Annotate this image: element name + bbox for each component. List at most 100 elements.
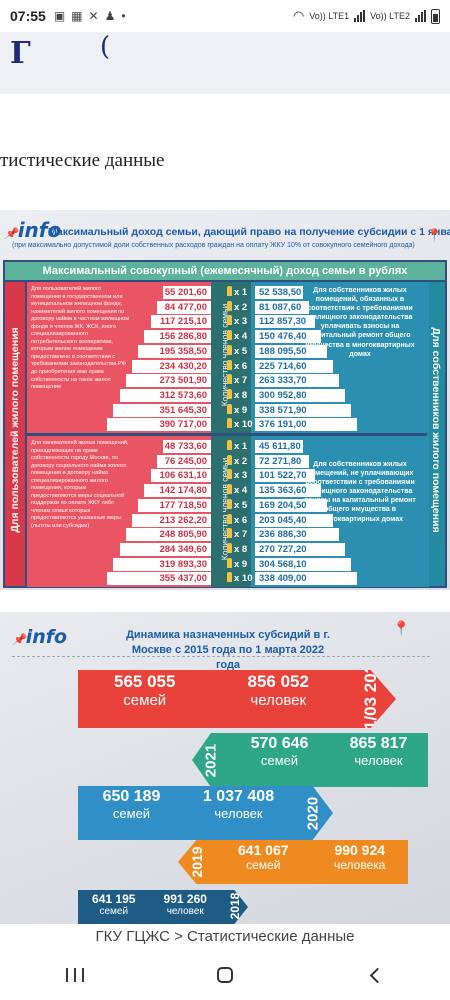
right-income-value: 81 087,60: [255, 300, 309, 314]
people-count-unit: человек: [214, 806, 263, 821]
recent-apps-button[interactable]: [45, 955, 105, 995]
left-income-value: 48 733,60: [163, 440, 211, 453]
family-count: x 3: [227, 469, 253, 483]
gallery-notification-icon: ▦: [71, 9, 83, 23]
families-count-unit: семей: [246, 858, 281, 872]
family-count: x 4: [227, 484, 253, 498]
person-icon: [227, 300, 232, 311]
families-count-unit: семей: [123, 692, 167, 709]
family-count: x 2: [227, 454, 253, 469]
pushpin-icon: 📍: [427, 228, 442, 242]
family-count-text: x 8: [234, 389, 248, 401]
person-icon: [227, 330, 232, 341]
family-count-text: x 3: [234, 316, 248, 328]
family-count-text: x 7: [234, 529, 248, 541]
home-button[interactable]: [195, 955, 255, 995]
right-income-value: 112 857,30: [255, 315, 315, 329]
people-count: 865 817 человек: [329, 735, 428, 768]
income-infographic[interactable]: 📌info Максимальный доход семьи, дающий п…: [0, 210, 450, 590]
year-label: 1/03 2022: [360, 654, 380, 730]
person-icon: [227, 440, 232, 450]
families-count: 650 189 семей: [78, 788, 185, 821]
left-income-value: 84 477,00: [156, 300, 211, 314]
subsidy-dynamics-infographic[interactable]: 📌info Динамика назначенных субсидий в г.…: [0, 612, 450, 924]
family-count-text: x 4: [234, 485, 248, 497]
block2-right-description: Для собственников жилых помещений, не уп…: [304, 461, 416, 523]
right-income-value: 135 363,60: [255, 484, 321, 498]
left-income-value: 234 430,20: [132, 359, 211, 373]
section-title: тистические данные: [0, 150, 165, 171]
person-icon: [227, 454, 232, 465]
family-count-text: x 3: [234, 470, 248, 482]
family-count-text: x 8: [234, 543, 248, 555]
families-count-unit: семей: [99, 906, 129, 917]
right-income-value: 203 045,40: [255, 513, 333, 527]
pin-icon: 📌: [4, 227, 18, 240]
person-icon: [227, 286, 232, 296]
left-income-value: 284 349,60: [119, 542, 211, 556]
person-icon: [227, 403, 232, 414]
network-label-2: Vo)) LTE2: [370, 11, 410, 21]
year-label: 2020: [304, 796, 321, 831]
family-count: x 8: [227, 388, 253, 403]
close-notification-icon: ✕: [88, 9, 99, 23]
income-table-title: Максимальный совокупный (ежемесячный) до…: [5, 262, 445, 280]
family-count: x 4: [227, 330, 253, 344]
person-icon: [227, 528, 232, 539]
signal-icon-2: [415, 10, 426, 22]
person-icon: [227, 359, 232, 370]
left-income-value: 142 174,80: [144, 484, 211, 498]
family-count: x 9: [227, 403, 253, 418]
left-income-value: 213 262,20: [132, 513, 211, 527]
block2-left-description: Для нанимателей жилых помещений, принадл…: [31, 440, 129, 530]
signal-icon-1: [354, 10, 366, 22]
family-count: x 10: [227, 418, 253, 432]
battery-icon: [431, 8, 440, 24]
left-income-value: 177 718,50: [138, 498, 211, 512]
people-count-unit: человек: [166, 906, 204, 917]
block1-left-description: Для пользователей жилого помещения в гос…: [31, 286, 130, 391]
left-income-value: 312 573,60: [119, 388, 211, 402]
families-count: 641 195 семей: [78, 892, 150, 917]
family-count: x 10: [227, 572, 253, 586]
right-income-value: 304 568,10: [255, 557, 351, 571]
infographic-title: Максимальный доход семьи, дающий право н…: [48, 226, 450, 238]
family-count: x 7: [227, 528, 253, 542]
subsidy-band-5: 641 195 семей 991 260 человек 2018: [78, 890, 248, 924]
families-count-number: 650 189: [102, 788, 161, 805]
subsidy-band-4: 641 067 семей 990 924 человека 2019: [178, 840, 408, 884]
android-nav-bar: [0, 950, 450, 1000]
family-count-text: x 2: [234, 301, 248, 313]
family-count: x 7: [227, 374, 253, 388]
owners-side-band: Для собственников жилого помещения: [427, 282, 445, 586]
dot-notification-icon: •: [121, 9, 126, 23]
person-icon: [227, 469, 232, 480]
right-income-value: 188 095,50: [255, 344, 327, 358]
people-count-number: 865 817: [349, 735, 408, 752]
people-count-unit: человек: [250, 692, 307, 709]
family-count-text: x 9: [234, 404, 248, 416]
family-count-text: x 6: [234, 360, 248, 372]
back-button[interactable]: [345, 955, 405, 995]
families-count-number: 570 646: [250, 735, 309, 752]
left-income-value: 55 201,60: [163, 286, 211, 299]
left-income-value: 106 631,10: [150, 469, 211, 483]
income-block-2: Количество членов семьи Для нанимателей …: [27, 436, 429, 587]
left-income-value: 355 437,00: [107, 572, 211, 586]
right-income-value: 52 538,50: [255, 286, 303, 299]
year-label: 2019: [188, 846, 205, 878]
year-label: 2021: [202, 743, 220, 778]
left-income-value: 248 805,90: [125, 528, 211, 542]
right-income-value: 101 522,70: [255, 469, 315, 483]
status-bar: 07:55 ▣ ▦ ✕ ♟ • ◠ Vo)) LTE1 Vo)) LTE2: [0, 0, 450, 32]
breadcrumb-footer[interactable]: ГКУ ГЦЖС > Статистические данные: [0, 926, 450, 950]
site-logo-fragment-2: (: [100, 32, 111, 62]
right-income-value: 270 727,20: [255, 542, 345, 556]
people-count: 990 924 человека: [312, 842, 409, 872]
family-count: x 1: [227, 440, 253, 454]
person-icon: [227, 513, 232, 524]
users-side-label: Для пользователей жилого помещения: [9, 327, 21, 533]
family-count: x 6: [227, 359, 253, 374]
left-income-value: 319 893,30: [113, 557, 211, 571]
subsidy-band-1: 565 055 семей 856 052 человек 1/03 2022: [78, 670, 396, 728]
